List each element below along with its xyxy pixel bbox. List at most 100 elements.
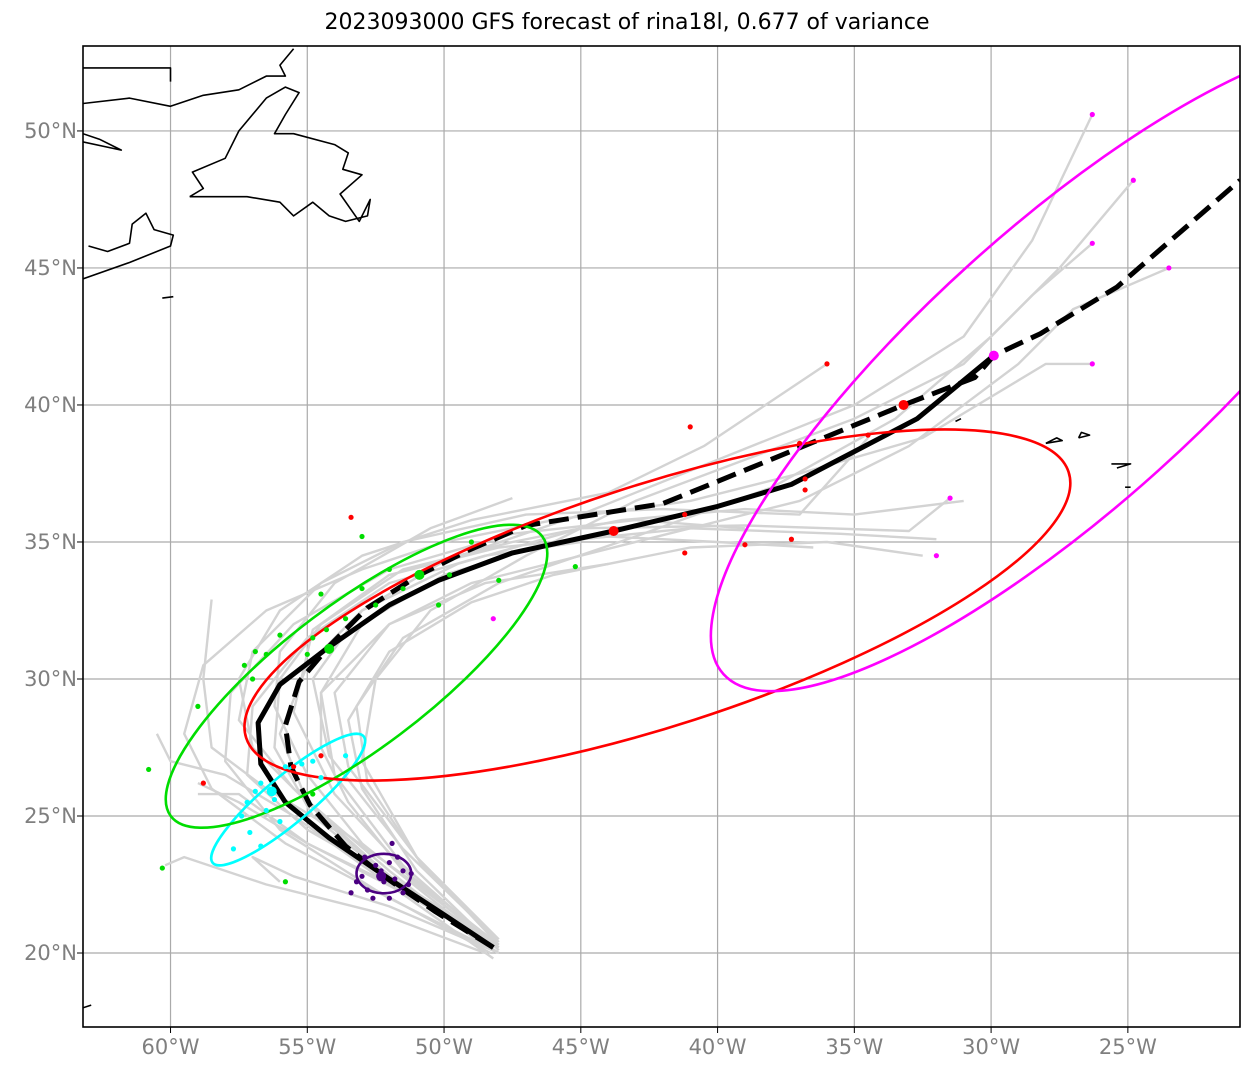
uncertainty-ellipse [243,428,1072,782]
member-point [788,536,795,542]
mean-point [266,786,277,797]
member-point [310,791,316,797]
mean-point [414,569,425,580]
member-point [310,758,316,764]
member-point [247,829,253,836]
member-point [373,862,379,868]
uncertainty-ellipse [164,523,549,830]
coastline [83,48,295,108]
member-point [323,627,330,633]
lon-tick-label: 40°W [689,1035,747,1059]
member-point [282,879,289,885]
member-point [408,870,414,877]
member-point [299,761,305,767]
lat-tick-label: 35°N [24,530,77,554]
ensemble-track [360,242,1094,941]
lon-tick-label: 25°W [1099,1035,1157,1059]
member-point [277,818,283,825]
coastline [1111,463,1132,469]
ensemble-track [311,113,1094,938]
member-point [353,879,360,885]
ensemble-track [251,855,500,955]
mean-point [376,871,387,882]
coastline [1045,437,1063,445]
lon-tick-label: 60°W [142,1035,200,1059]
lon-tick-label: 35°W [825,1035,883,1059]
member-point [682,550,688,556]
member-point [687,424,693,430]
member-point [359,873,365,879]
ensemble-track [292,535,814,946]
member-point [362,854,368,860]
plot-frame [82,45,1241,1028]
coastline [162,295,174,299]
member-point [933,553,939,559]
member-point [342,753,349,759]
member-point [304,651,310,657]
member-point [386,895,392,901]
ensemble-track [333,266,1170,943]
coastline [83,212,175,280]
member-point [400,890,406,896]
member-point [802,487,808,493]
lon-tick-label: 45°W [552,1035,610,1059]
member-point [802,476,808,482]
coastline [189,86,372,223]
ensemble-track [347,540,923,952]
member-point [318,591,324,597]
member-point [310,635,316,641]
member-point [865,432,871,438]
lat-tick-label: 45°N [24,256,77,280]
uncertainty-ellipse [709,46,1240,693]
ensemble-track [237,362,828,949]
lon-tick-label: 55°W [278,1035,336,1059]
member-point [400,585,406,592]
coastlines [83,48,1132,1009]
coastline [83,1004,92,1009]
ensemble-track [182,362,1093,952]
member-point [496,577,502,583]
member-point [405,881,412,888]
ensemble-tracks [155,113,1170,960]
lat-tick-label: 30°N [24,667,77,691]
member-point [386,859,392,866]
member-point [252,788,258,794]
member-point [435,602,442,608]
member-point [252,648,258,655]
member-point [682,511,688,518]
member-point [373,602,379,608]
lon-tick-label: 50°W [415,1035,473,1059]
lon-tick-label: 30°W [962,1035,1020,1059]
member-point [239,813,245,819]
member-point [370,895,376,901]
member-point [263,651,269,657]
mean-point [898,399,909,410]
member-point [348,514,354,520]
member-point [1089,111,1095,118]
member-point [468,539,475,545]
member-point [364,887,371,893]
member-point [263,807,269,814]
member-point [359,585,365,592]
lat-tick-label: 20°N [24,941,77,965]
mean-point [988,350,999,361]
member-point [277,632,283,638]
member-point [572,564,578,570]
member-point [824,361,830,367]
lat-tick-label: 25°N [24,804,77,828]
lat-tick-label: 50°N [24,119,77,143]
member-points [146,111,1172,901]
coastline [83,132,123,151]
member-point [342,616,349,622]
member-point [400,868,406,874]
member-point [291,764,297,770]
member-point [394,854,401,860]
member-point [318,775,324,781]
member-point [159,865,165,871]
ensemble-track [273,496,513,949]
member-point [490,616,496,622]
member-point [446,572,453,578]
axis-ticks: 60°W 55°W 50°W 45°W 40°W 35°W 30°W 25°W 20°N 25°N… [24,119,1157,1059]
mean-points [266,350,999,882]
